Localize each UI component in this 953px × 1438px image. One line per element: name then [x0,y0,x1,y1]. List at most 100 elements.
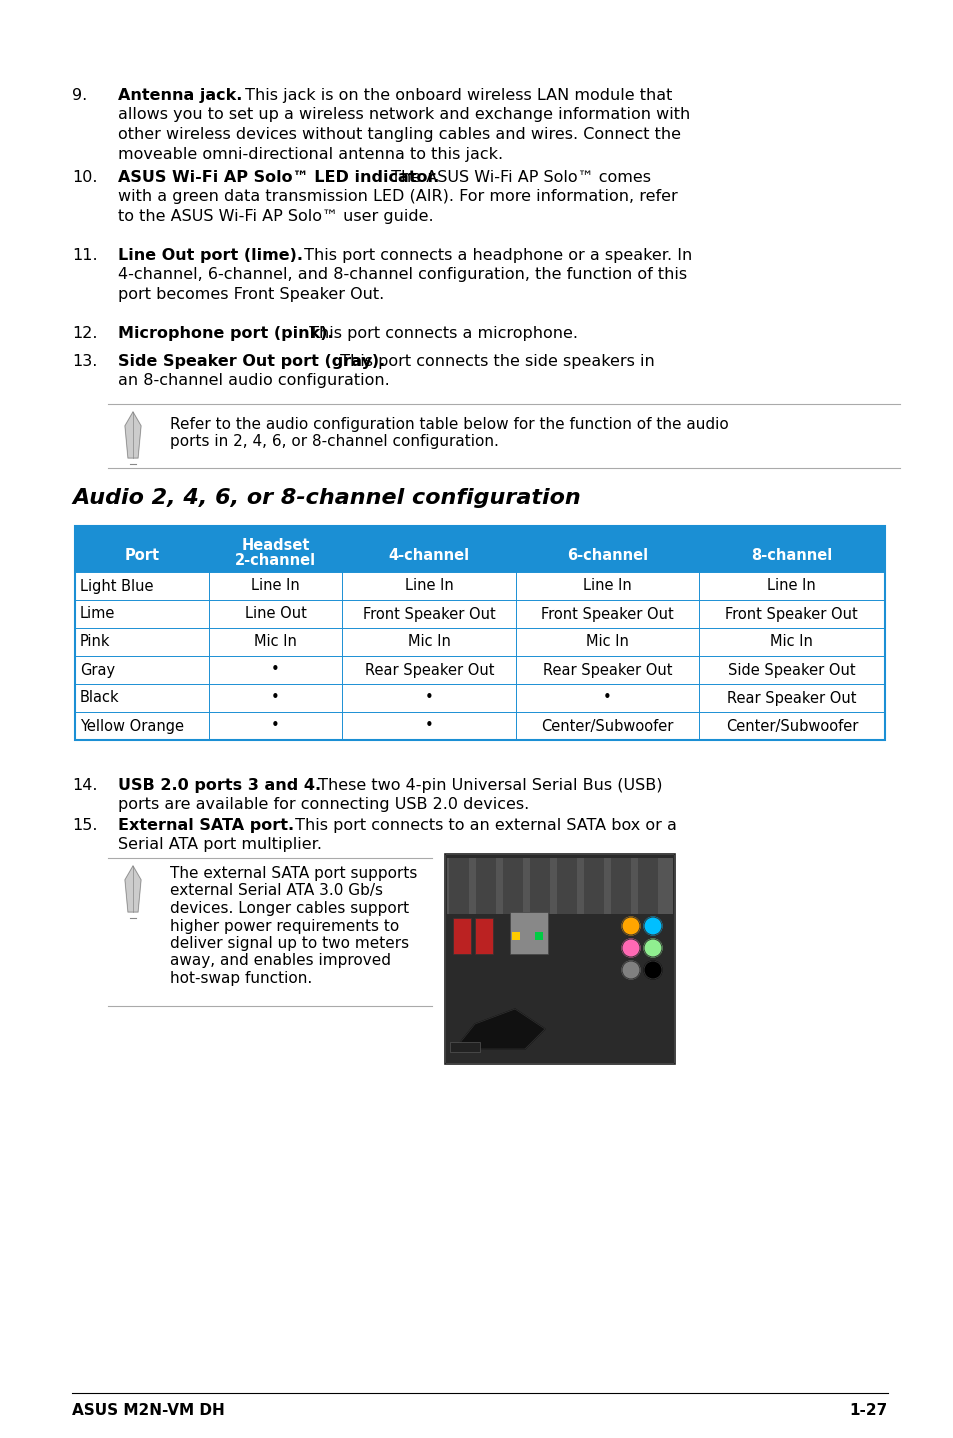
Text: •: • [271,719,279,733]
Text: ports are available for connecting USB 2.0 devices.: ports are available for connecting USB 2… [118,798,529,812]
Text: Pink: Pink [80,634,111,650]
Circle shape [643,939,661,958]
Text: 4-channel, 6-channel, and 8-channel configuration, the function of this: 4-channel, 6-channel, and 8-channel conf… [118,267,686,282]
Text: 11.: 11. [71,247,97,263]
Text: 15.: 15. [71,818,97,833]
Bar [75,526,884,572]
Text: Line In: Line In [766,578,816,594]
Text: Line Out port (lime).: Line Out port (lime). [118,247,303,263]
Text: with a green data transmission LED (AIR). For more information, refer: with a green data transmission LED (AIR)… [118,190,677,204]
Text: The ASUS Wi-Fi AP Solo™ comes: The ASUS Wi-Fi AP Solo™ comes [386,170,650,186]
Text: •: • [271,690,279,706]
Bar [475,917,493,953]
Text: This jack is on the onboard wireless LAN module that: This jack is on the onboard wireless LAN… [240,88,672,104]
Text: 4-channel: 4-channel [389,548,470,564]
Text: hot-swap function.: hot-swap function. [170,971,312,986]
Text: Mic In: Mic In [253,634,296,650]
Text: 2-channel: 2-channel [234,554,315,568]
Text: Mic In: Mic In [408,634,451,650]
Text: Yellow Orange: Yellow Orange [80,719,184,733]
Text: Rear Speaker Out: Rear Speaker Out [542,663,672,677]
Text: This port connects the side speakers in: This port connects the side speakers in [335,354,654,370]
Text: Line Out: Line Out [244,607,306,621]
Bar [446,856,673,1063]
Bar [453,917,471,953]
Bar [512,932,519,940]
Text: Side Speaker Out: Side Speaker Out [727,663,855,677]
Text: Rear Speaker Out: Rear Speaker Out [726,690,856,706]
Bar [557,858,577,915]
Polygon shape [455,1009,544,1048]
Polygon shape [125,413,141,457]
Text: Headset: Headset [241,538,310,554]
Bar [447,858,672,915]
Circle shape [621,917,639,935]
Text: external Serial ATA 3.0 Gb/s: external Serial ATA 3.0 Gb/s [170,883,382,899]
Text: 12.: 12. [71,326,97,341]
Text: Refer to the audio configuration table below for the function of the audio: Refer to the audio configuration table b… [170,417,728,431]
Text: Microphone port (pink).: Microphone port (pink). [118,326,334,341]
Bar [444,854,675,1064]
Text: devices. Longer cables support: devices. Longer cables support [170,902,409,916]
Text: away, and enables improved: away, and enables improved [170,953,391,969]
Text: External SATA port.: External SATA port. [118,818,294,833]
Text: •: • [602,690,611,706]
Text: Gray: Gray [80,663,115,677]
Bar [450,1043,479,1053]
Circle shape [643,961,661,979]
Bar [638,858,658,915]
Text: The external SATA port supports: The external SATA port supports [170,866,417,881]
Text: Line In: Line In [582,578,631,594]
Text: Antenna jack.: Antenna jack. [118,88,242,104]
Bar [476,858,496,915]
Text: to the ASUS Wi-Fi AP Solo™ user guide.: to the ASUS Wi-Fi AP Solo™ user guide. [118,209,434,224]
Text: Serial ATA port multiplier.: Serial ATA port multiplier. [118,837,322,853]
Text: Light Blue: Light Blue [80,578,153,594]
Bar [502,858,522,915]
Circle shape [643,917,661,935]
Text: 8-channel: 8-channel [750,548,832,564]
Text: 1-27: 1-27 [849,1403,887,1418]
Text: Center/Subwoofer: Center/Subwoofer [725,719,857,733]
Text: This port connects a microphone.: This port connects a microphone. [304,326,578,341]
Text: Front Speaker Out: Front Speaker Out [363,607,496,621]
Text: ports in 2, 4, 6, or 8-channel configuration.: ports in 2, 4, 6, or 8-channel configura… [170,434,498,449]
Text: Port: Port [124,548,159,564]
Circle shape [621,939,639,958]
Bar [510,912,547,953]
Bar [75,526,884,741]
Text: These two 4-pin Universal Serial Bus (USB): These two 4-pin Universal Serial Bus (US… [313,778,661,792]
Text: USB 2.0 ports 3 and 4.: USB 2.0 ports 3 and 4. [118,778,321,792]
Bar [530,858,550,915]
Text: •: • [424,719,434,733]
Bar [583,858,603,915]
Bar [535,932,542,940]
Text: Center/Subwoofer: Center/Subwoofer [540,719,673,733]
Text: Lime: Lime [80,607,115,621]
Bar [610,858,630,915]
Text: an 8-channel audio configuration.: an 8-channel audio configuration. [118,374,390,388]
Text: Rear Speaker Out: Rear Speaker Out [364,663,494,677]
Text: Black: Black [80,690,119,706]
Text: •: • [424,690,434,706]
Text: Mic In: Mic In [585,634,628,650]
Text: 10.: 10. [71,170,97,186]
Text: 14.: 14. [71,778,97,792]
Text: Front Speaker Out: Front Speaker Out [724,607,858,621]
Text: higher power requirements to: higher power requirements to [170,919,399,933]
Text: 13.: 13. [71,354,97,370]
Text: This port connects to an external SATA box or a: This port connects to an external SATA b… [290,818,677,833]
Text: Front Speaker Out: Front Speaker Out [540,607,673,621]
Text: moveable omni-directional antenna to this jack.: moveable omni-directional antenna to thi… [118,147,502,161]
Polygon shape [125,866,141,912]
Text: This port connects a headphone or a speaker. In: This port connects a headphone or a spea… [298,247,692,263]
Text: ASUS Wi-Fi AP Solo™ LED indicator.: ASUS Wi-Fi AP Solo™ LED indicator. [118,170,439,186]
Bar [449,858,469,915]
Text: Mic In: Mic In [770,634,813,650]
Text: 6-channel: 6-channel [566,548,647,564]
Text: allows you to set up a wireless network and exchange information with: allows you to set up a wireless network … [118,108,690,122]
Text: Side Speaker Out port (gray).: Side Speaker Out port (gray). [118,354,385,370]
Circle shape [621,961,639,979]
Text: port becomes Front Speaker Out.: port becomes Front Speaker Out. [118,288,384,302]
Text: ASUS M2N-VM DH: ASUS M2N-VM DH [71,1403,225,1418]
